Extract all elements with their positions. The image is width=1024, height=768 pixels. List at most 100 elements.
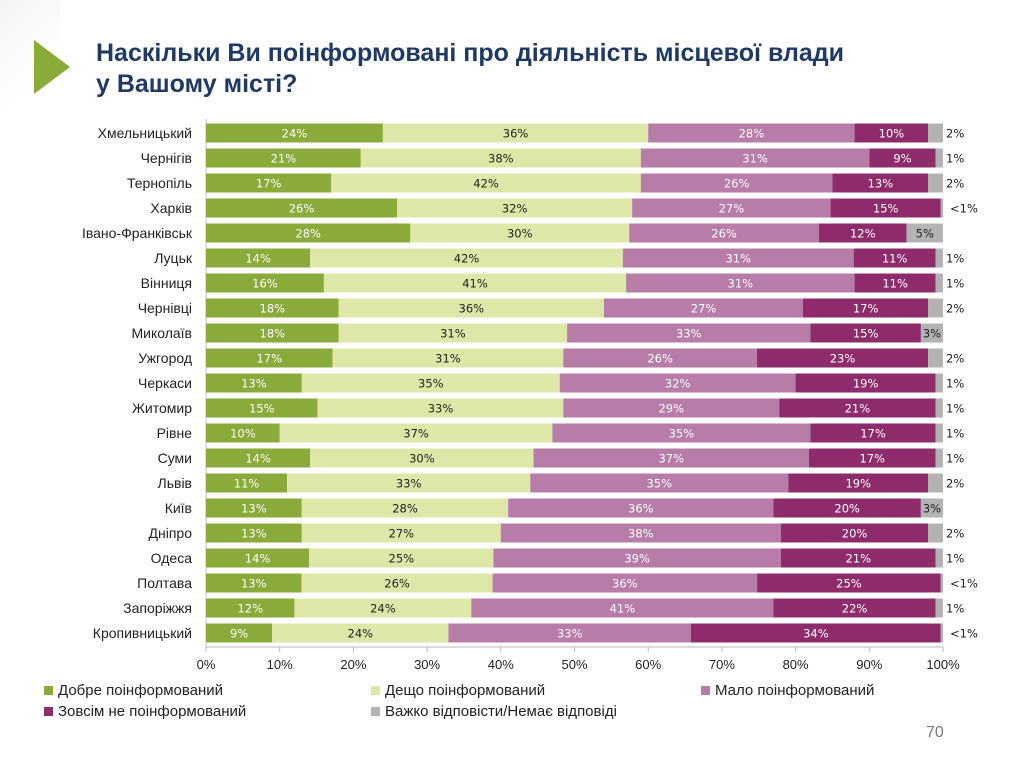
data-label: 18%	[260, 302, 286, 316]
bar-segment	[756, 348, 929, 368]
data-label: 13%	[241, 527, 267, 541]
data-label: 13%	[241, 577, 267, 591]
bar-segment	[448, 623, 691, 643]
category-label: Кропивницький	[93, 625, 192, 641]
data-label: 17%	[256, 352, 282, 366]
data-label: 36%	[459, 302, 485, 316]
data-label: 2%	[946, 477, 964, 491]
page-title: Наскільки Ви поінформовані про діяльніст…	[96, 38, 844, 100]
bar-segment	[928, 348, 943, 368]
bar-segment	[935, 248, 943, 268]
bar-segment	[206, 623, 273, 643]
data-label: 29%	[658, 402, 684, 416]
data-label: 21%	[845, 552, 871, 566]
data-label: 1%	[946, 252, 964, 266]
category-label: Полтава	[137, 575, 192, 591]
data-label: 31%	[440, 327, 466, 341]
x-tick-label: 60%	[635, 657, 661, 672]
bar-segment	[559, 373, 796, 393]
bar-segment	[323, 273, 627, 293]
data-label: 13%	[241, 502, 267, 516]
legend-item: Важко відповісти/Немає відповіді	[371, 703, 617, 720]
bar-segment	[632, 198, 831, 218]
category-label: Тернопіль	[127, 175, 192, 191]
bar-segment	[301, 573, 493, 593]
bar-segment	[338, 323, 568, 343]
bar-segment	[795, 373, 936, 393]
bar-segment	[853, 248, 936, 268]
title-line-1: Наскільки Ви поінформовані про діяльніст…	[96, 39, 845, 67]
bar-segment	[928, 123, 943, 143]
data-label: 41%	[462, 277, 488, 291]
category-label: Одеса	[151, 550, 193, 566]
data-label: 42%	[454, 252, 480, 266]
bar-segment	[500, 523, 781, 543]
bar-segment	[935, 548, 943, 568]
bar-segment	[563, 348, 757, 368]
bar-segment	[935, 598, 943, 618]
bar-segment	[928, 523, 943, 543]
category-label: Чернігів	[141, 150, 192, 166]
data-label: 2%	[946, 302, 964, 316]
bar-segment	[830, 198, 941, 218]
bar-segment	[310, 448, 534, 468]
bar-segment	[206, 173, 332, 193]
category-label: Івано-Франківськ	[82, 225, 193, 241]
data-label: 5%	[916, 227, 934, 241]
bar-segment	[773, 498, 921, 518]
legend-swatch	[371, 707, 380, 716]
data-label: 2%	[946, 177, 964, 191]
data-label: 26%	[711, 227, 737, 241]
bar-segment	[206, 148, 361, 168]
bar-segment	[206, 248, 311, 268]
data-label: 12%	[237, 602, 263, 616]
bar-segment	[382, 123, 649, 143]
bar-segment	[940, 623, 943, 643]
data-label: 1%	[946, 377, 964, 391]
bar-segment	[317, 398, 564, 418]
data-label: 25%	[836, 577, 862, 591]
data-label: 15%	[249, 402, 275, 416]
data-label: 1%	[946, 552, 964, 566]
data-label: 2%	[946, 527, 964, 541]
bar-segment	[854, 273, 936, 293]
data-label: 33%	[676, 327, 702, 341]
data-label: 1%	[946, 402, 964, 416]
bar-segment	[567, 323, 811, 343]
bar-segment	[206, 523, 302, 543]
bar-segment	[206, 573, 302, 593]
bar-segment	[832, 173, 929, 193]
bar-segment	[920, 498, 943, 518]
data-label: 10%	[879, 127, 905, 141]
bar-segment	[206, 348, 333, 368]
data-label: 39%	[624, 552, 650, 566]
category-label: Ужгород	[138, 350, 192, 366]
data-label: 15%	[853, 327, 879, 341]
data-label: 33%	[557, 627, 583, 641]
bar-segment	[626, 273, 855, 293]
bar-segment	[552, 423, 811, 443]
data-label: 3%	[923, 327, 941, 341]
bar-segment	[309, 548, 494, 568]
data-label: 30%	[409, 452, 435, 466]
bar-segment	[206, 498, 302, 518]
data-label: 1%	[946, 452, 964, 466]
data-label: 34%	[803, 627, 829, 641]
bar-segment	[301, 523, 501, 543]
legend-label: Зовсім не поінформований	[58, 703, 247, 720]
x-tick-label: 40%	[488, 657, 514, 672]
legend-swatch	[701, 686, 710, 695]
data-label: 16%	[252, 277, 278, 291]
data-label: 42%	[473, 177, 499, 191]
bar-segment	[279, 423, 553, 443]
data-label: 14%	[245, 252, 271, 266]
bar-segment	[629, 223, 819, 243]
data-label: 26%	[724, 177, 750, 191]
data-label: 28%	[392, 502, 418, 516]
data-label: <1%	[950, 202, 978, 216]
bar-segment	[810, 323, 921, 343]
data-label: 26%	[384, 577, 410, 591]
bar-segment	[338, 298, 604, 318]
bar-segment	[788, 473, 929, 493]
legend-item: Добре поінформований	[44, 682, 223, 699]
